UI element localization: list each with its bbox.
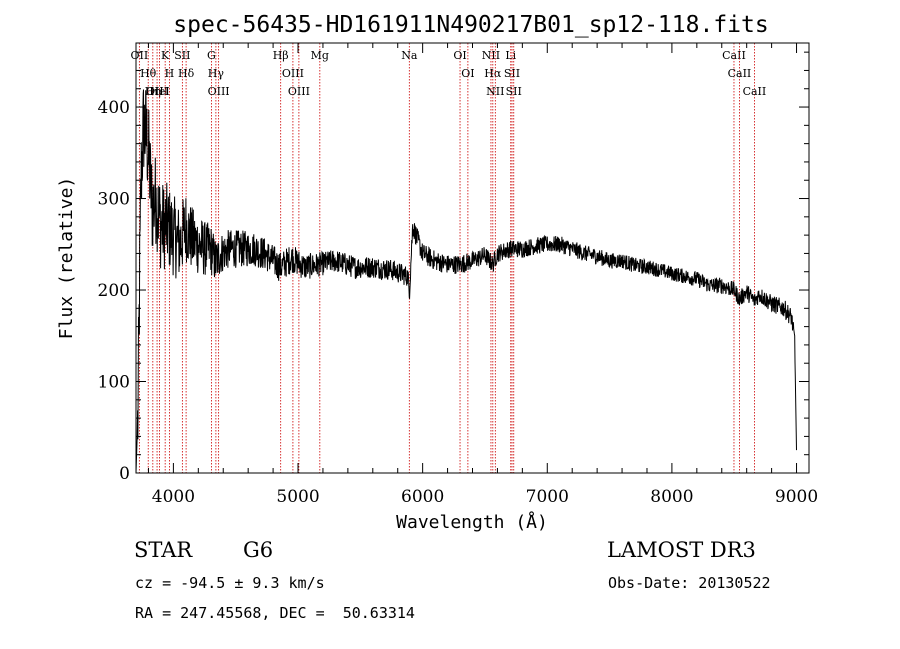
line-label: NII (482, 49, 500, 62)
line-label: CaII (728, 67, 752, 80)
line-label: HeI (149, 85, 169, 98)
line-label: OI (453, 49, 466, 62)
y-tick-label: 400 (98, 98, 130, 118)
axis-ticks: 4000 5000 6000 7000 8000 9000 0 100 200 300 400 (98, 43, 818, 507)
redshift-info: cz = -94.5 ± 9.3 km/s (135, 574, 325, 592)
line-label: SII (506, 85, 522, 98)
x-tick-label: 7000 (526, 487, 569, 507)
line-label: Hγ (208, 67, 225, 80)
line-label: SII (174, 49, 190, 62)
x-tick-label: 6000 (401, 487, 444, 507)
line-label: OI (461, 67, 474, 80)
line-label: Hθ (140, 67, 157, 80)
line-label: CaII (722, 49, 746, 62)
line-label: SII (504, 67, 520, 80)
survey-name: LAMOST DR3 (607, 538, 756, 562)
line-label: CaII (743, 85, 767, 98)
x-tick-label: 9000 (775, 487, 818, 507)
object-class: STAR (134, 538, 193, 562)
line-label: OII (131, 49, 149, 62)
y-tick-label: 0 (119, 464, 130, 484)
spectrum-layer (135, 89, 797, 474)
line-label: Li (505, 49, 516, 62)
obs-date: Obs-Date: 20130522 (608, 574, 771, 592)
line-label: OIII (288, 85, 310, 98)
line-label: K (161, 49, 170, 62)
spectrum-trace (135, 89, 797, 474)
line-label: Hβ (273, 49, 289, 62)
y-tick-label: 300 (98, 190, 130, 210)
chart-title: spec-56435-HD161911N490217B01_sp12-118.f… (173, 12, 768, 38)
y-tick-label: 200 (98, 281, 130, 301)
line-label: OIII (146, 85, 168, 98)
spectral-subclass: G6 (243, 538, 274, 562)
coordinates: RA = 247.45568, DEC = 50.63314 (135, 604, 415, 622)
x-axis-label: Wavelength (Å) (396, 511, 548, 533)
line-label: Hδ (178, 67, 195, 80)
line-label: Na (401, 49, 418, 62)
y-axis-label: Flux (relative) (56, 177, 77, 340)
line-label: Hα (484, 67, 502, 80)
x-tick-label: 5000 (276, 487, 319, 507)
line-label: NII (486, 85, 504, 98)
x-tick-label: 8000 (650, 487, 693, 507)
line-label: OIII (208, 85, 230, 98)
y-tick-label: 100 (98, 373, 130, 393)
spectral-line-markers: OIIHθHηOIIIKHeIHSIIHδGHγOIIIHβOIIIOIIIMg… (131, 43, 767, 473)
line-label: G (207, 49, 216, 62)
line-label: OIII (282, 67, 304, 80)
line-label: Mg (311, 49, 329, 62)
line-label: H (165, 67, 175, 80)
x-tick-label: 4000 (152, 487, 195, 507)
